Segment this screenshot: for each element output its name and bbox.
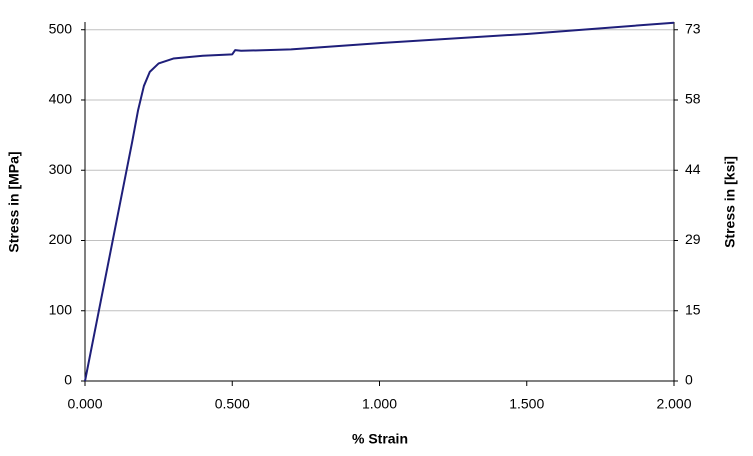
x-tick-label: 0.000 [67, 396, 102, 412]
y-axis-title: Stress in [MPa] [6, 151, 22, 252]
y-tick-label: 400 [49, 91, 73, 107]
stress-curve [84, 21, 675, 382]
y2-axis-title: Stress in [ksi] [722, 156, 738, 248]
x-tick-label: 0.500 [215, 396, 250, 412]
y-tick-label: 200 [49, 231, 73, 247]
y-tick-label: 100 [49, 301, 73, 317]
x-tick-label: 1.000 [362, 396, 397, 412]
x-axis-title: % Strain [352, 431, 408, 447]
y2-tick-label: 73 [685, 20, 701, 36]
y-tick-label: 500 [49, 20, 73, 36]
y2-tick-label: 44 [685, 161, 701, 177]
y2-tick-label: 58 [685, 91, 701, 107]
x-tick-label: 1.500 [509, 396, 544, 412]
y2-tick-label: 15 [685, 301, 701, 317]
x-tick-label: 2.000 [656, 396, 691, 412]
y2-tick-label: 0 [685, 372, 693, 388]
y2-tick-label: 29 [685, 231, 701, 247]
y-tick-label: 0 [64, 372, 72, 388]
y-tick-label: 300 [49, 161, 73, 177]
